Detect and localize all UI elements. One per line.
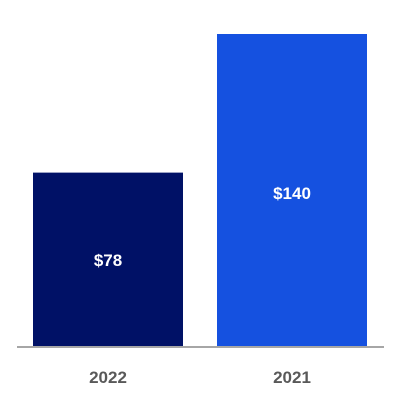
x-tick-label-2021: 2021: [273, 368, 311, 387]
bar-2021: [217, 34, 367, 347]
x-tick-label-2022: 2022: [89, 368, 127, 387]
labels-group: $78 2022 $140 2021: [89, 184, 311, 387]
bars-group: [33, 34, 367, 347]
data-label-2022: $78: [94, 251, 122, 270]
bar-2022: [33, 172, 183, 347]
data-label-2021: $140: [273, 184, 311, 203]
